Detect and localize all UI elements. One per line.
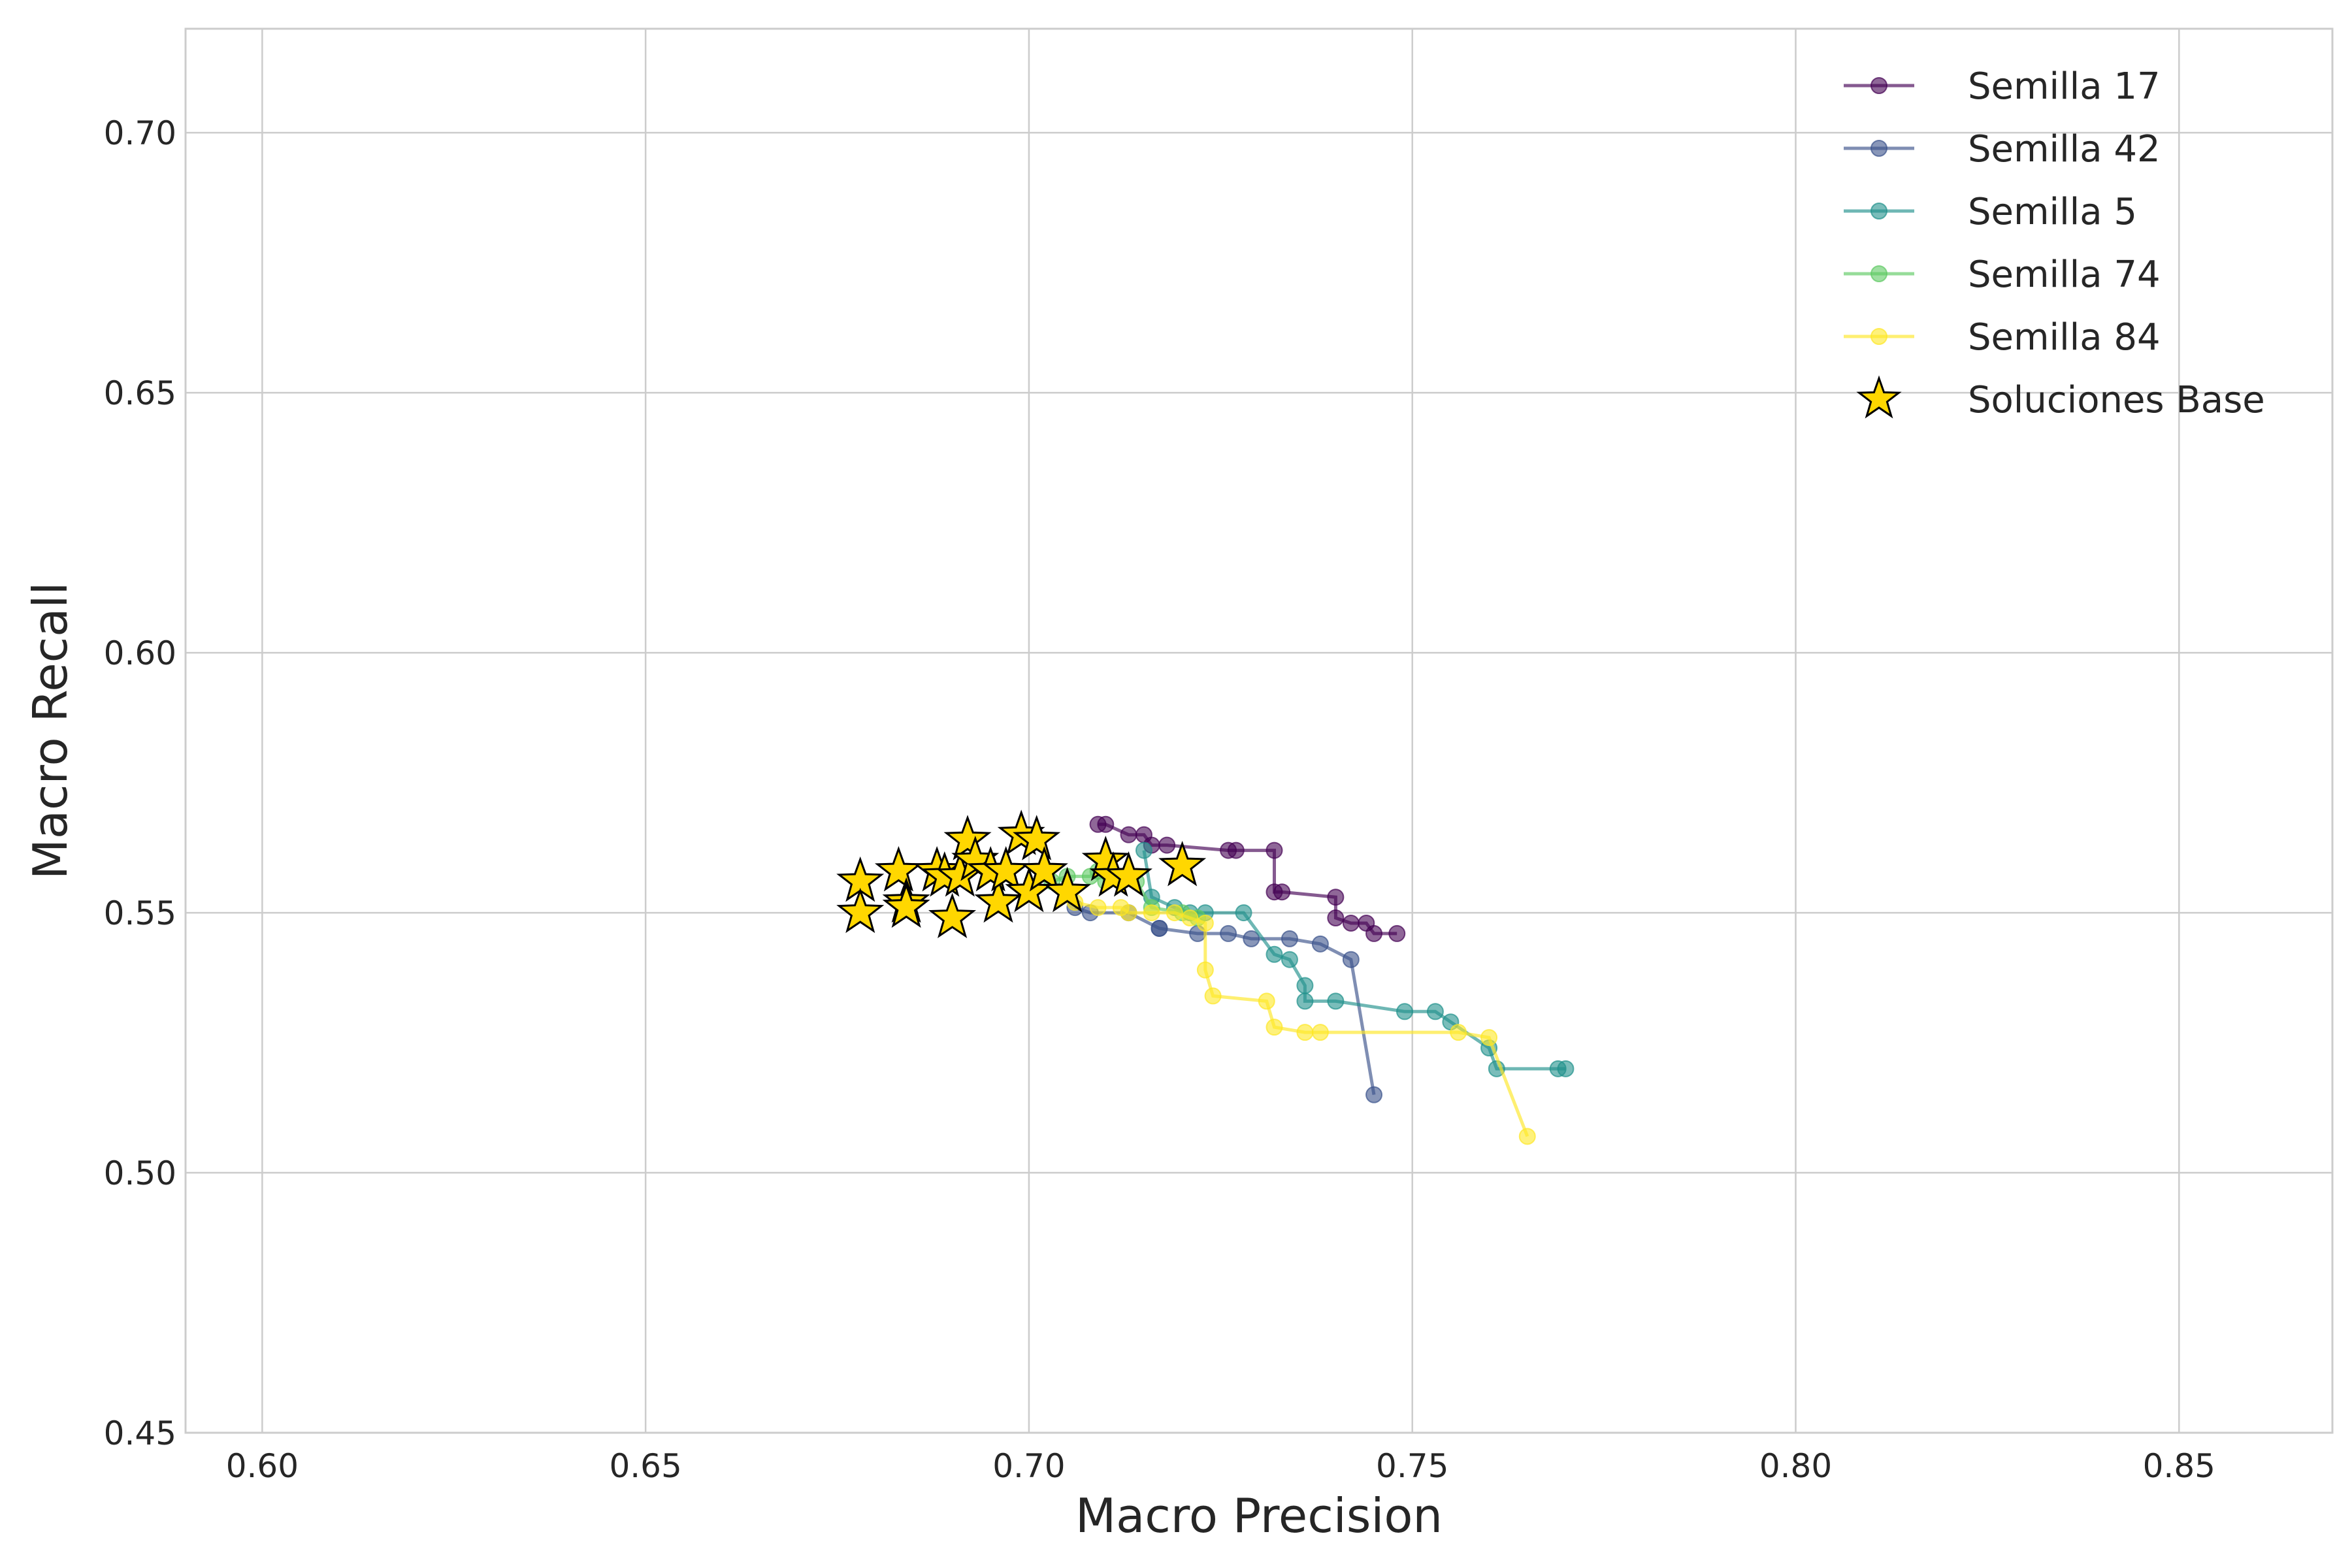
data-point bbox=[1166, 904, 1183, 922]
star-point bbox=[1013, 815, 1061, 860]
series-line bbox=[1074, 900, 1529, 1137]
x-tick-label: 0.70 bbox=[992, 1447, 1065, 1485]
grid bbox=[186, 29, 2332, 1434]
data-point bbox=[1143, 904, 1160, 922]
y-tick-label: 0.70 bbox=[104, 114, 176, 152]
y-tick-label: 0.65 bbox=[104, 374, 176, 412]
data-point bbox=[1450, 1024, 1467, 1041]
data-point bbox=[1327, 909, 1345, 927]
data-point bbox=[1396, 1003, 1413, 1021]
star-point bbox=[1020, 845, 1068, 892]
data-point bbox=[1342, 914, 1360, 932]
data-point bbox=[1518, 1128, 1536, 1145]
y-tick-label: 0.60 bbox=[104, 634, 176, 672]
data-point bbox=[1388, 924, 1406, 942]
data-point bbox=[1365, 924, 1383, 942]
data-point bbox=[1220, 924, 1237, 942]
star-point bbox=[882, 882, 930, 928]
data-point bbox=[1196, 961, 1214, 979]
legend-star bbox=[1856, 375, 1902, 419]
data-point bbox=[1196, 914, 1214, 932]
data-point bbox=[1158, 836, 1176, 854]
data-point bbox=[1243, 930, 1260, 947]
plot-frame bbox=[184, 27, 2334, 1434]
data-point bbox=[1296, 977, 1314, 994]
data-point bbox=[1266, 1019, 1283, 1036]
data-point bbox=[1258, 992, 1275, 1010]
legend-label: Semilla 74 bbox=[1968, 253, 2161, 296]
data-point bbox=[1227, 841, 1245, 859]
legend-marker bbox=[1870, 140, 1887, 157]
legend-label: Semilla 17 bbox=[1968, 65, 2161, 108]
star-point bbox=[943, 815, 992, 860]
x-tick-label: 0.75 bbox=[1376, 1447, 1448, 1485]
x-tick-label: 0.65 bbox=[609, 1447, 681, 1485]
data-point bbox=[1273, 883, 1291, 901]
series-layer bbox=[836, 809, 1575, 1145]
legend-label: Semilla 5 bbox=[1968, 191, 2137, 233]
legend-label: Soluciones Base bbox=[1968, 379, 2265, 421]
star-point bbox=[928, 892, 977, 939]
data-point bbox=[1266, 945, 1283, 963]
legend-item: Semilla 17 bbox=[1844, 65, 2161, 108]
star-point bbox=[874, 846, 923, 892]
y-axis-label: Macro Recall bbox=[23, 582, 78, 880]
legend-marker bbox=[1870, 77, 1887, 94]
legend-item: Semilla 42 bbox=[1844, 128, 2161, 171]
x-tick-label: 0.80 bbox=[1759, 1447, 1832, 1485]
data-point bbox=[1327, 992, 1345, 1010]
data-point bbox=[1281, 930, 1298, 947]
x-tick-label: 0.85 bbox=[2143, 1447, 2215, 1485]
data-point bbox=[1151, 919, 1168, 937]
star-point bbox=[836, 887, 885, 934]
legend-label: Semilla 84 bbox=[1968, 316, 2161, 359]
data-point bbox=[1311, 1024, 1329, 1041]
legend-item: Semilla 84 bbox=[1844, 316, 2161, 359]
data-point bbox=[1204, 987, 1222, 1005]
legend-marker bbox=[1870, 265, 1887, 282]
data-point bbox=[1281, 951, 1298, 968]
tick-labels: 0.60 0.65 0.70 0.75 0.80 0.85 0.45 0.50 0.55 0.60… bbox=[104, 114, 2215, 1485]
data-point bbox=[1480, 1029, 1498, 1047]
data-point bbox=[1120, 826, 1137, 843]
data-point bbox=[1426, 1003, 1444, 1021]
data-point bbox=[1296, 1024, 1314, 1041]
data-point bbox=[1089, 899, 1107, 917]
data-point bbox=[1135, 841, 1152, 859]
legend-marker bbox=[1870, 328, 1887, 345]
x-tick-label: 0.60 bbox=[226, 1447, 299, 1485]
data-point bbox=[1235, 904, 1252, 922]
y-tick-label: 0.50 bbox=[104, 1154, 176, 1192]
x-axis-label: Macro Precision bbox=[1075, 1488, 1443, 1543]
star-point bbox=[974, 877, 1022, 923]
data-point bbox=[1181, 909, 1199, 927]
data-point bbox=[1365, 1086, 1383, 1103]
star-point bbox=[1158, 841, 1207, 887]
star-point bbox=[1105, 851, 1152, 897]
legend-label: Semilla 42 bbox=[1968, 128, 2161, 171]
y-tick-label: 0.45 bbox=[104, 1414, 176, 1452]
series-soluciones-base bbox=[836, 809, 1207, 939]
data-point bbox=[1266, 841, 1283, 859]
legend-marker bbox=[1870, 203, 1887, 220]
legend-item: Semilla 5 bbox=[1844, 191, 2137, 233]
data-point bbox=[1296, 992, 1314, 1010]
data-point bbox=[1097, 815, 1115, 833]
legend-item: Semilla 74 bbox=[1844, 253, 2161, 296]
data-point bbox=[1311, 935, 1329, 953]
star-point bbox=[1043, 866, 1092, 913]
data-point bbox=[1342, 951, 1360, 968]
data-point bbox=[1120, 904, 1137, 922]
series-semilla-17 bbox=[1089, 815, 1406, 942]
data-point bbox=[1557, 1060, 1575, 1077]
y-tick-label: 0.55 bbox=[104, 894, 176, 932]
data-point bbox=[1327, 889, 1345, 906]
legend: Semilla 17 Semilla 42 Semilla 5 Semilla 74 S… bbox=[1844, 65, 2265, 421]
series-semilla-84 bbox=[1066, 894, 1536, 1145]
legend-item: Soluciones Base bbox=[1856, 375, 2265, 421]
